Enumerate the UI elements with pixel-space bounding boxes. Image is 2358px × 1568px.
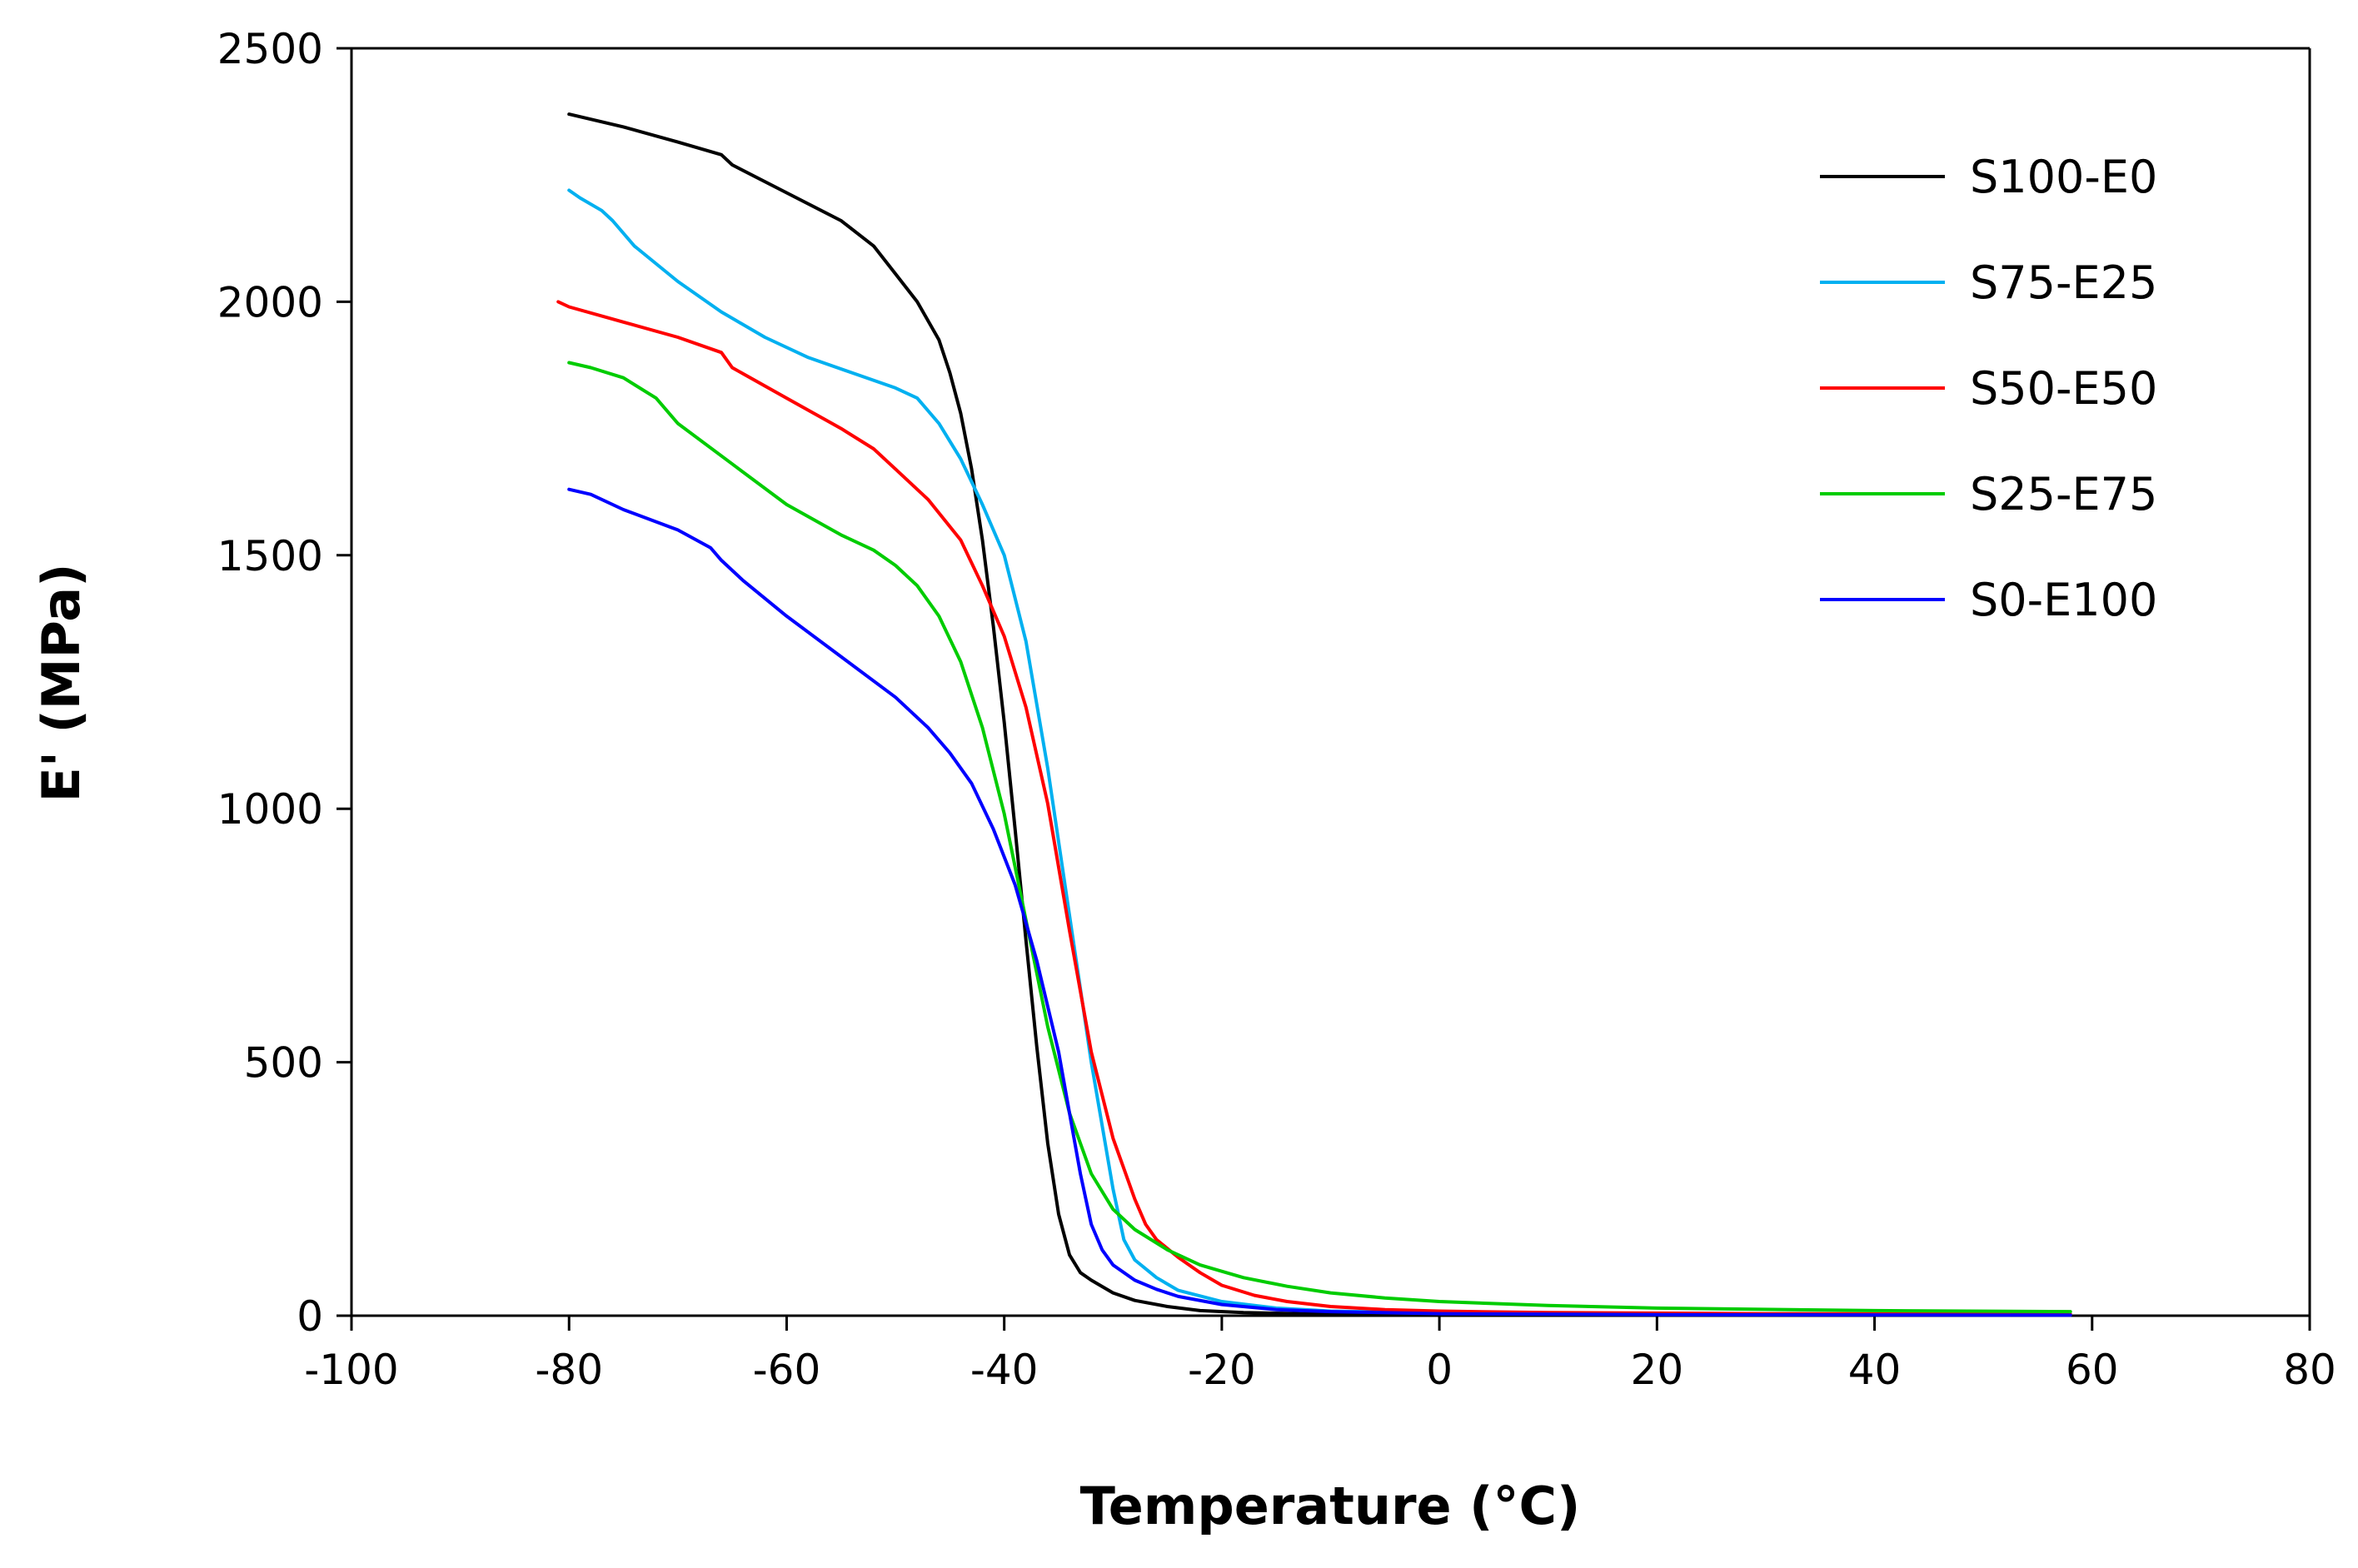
axes xyxy=(350,47,2311,1317)
x-tick-label: -20 xyxy=(1188,1346,1256,1394)
legend-label-s25-e75: S25-E75 xyxy=(1970,468,2157,520)
x-tick-label: 60 xyxy=(2066,1346,2119,1394)
x-tick-label: -80 xyxy=(535,1346,603,1394)
x-tick-label: 20 xyxy=(1631,1346,1684,1394)
series-line-s50-e50 xyxy=(556,300,2072,1317)
y-ticks: 0 500 1000 1500 2000 2500 xyxy=(217,25,351,1341)
y-tick-label: 1500 xyxy=(217,532,323,580)
series-line-s100-e0 xyxy=(567,112,2072,1317)
y-tick-label: 2500 xyxy=(217,25,323,73)
legend-label-s75-e25: S75-E25 xyxy=(1970,256,2157,309)
x-tick-label: 0 xyxy=(1426,1346,1453,1394)
x-ticks: -100 -80 -60 -40 -20 0 20 40 60 80 xyxy=(304,1316,2336,1394)
x-tick-label: 40 xyxy=(1848,1346,1902,1394)
series-line-s25-e75 xyxy=(567,361,2072,1314)
series-lines xyxy=(556,112,2072,1317)
x-tick-label: -60 xyxy=(753,1346,821,1394)
series-line-s0-e100 xyxy=(567,487,2072,1317)
y-tick-label: 2000 xyxy=(217,278,323,326)
y-tick-label: 0 xyxy=(297,1292,323,1341)
legend-label-s100-e0: S100-E0 xyxy=(1970,151,2157,203)
legend: S100-E0 S75-E25 S50-E50 S25-E75 S0-E100 xyxy=(1820,151,2157,626)
legend-label-s0-e100: S0-E100 xyxy=(1970,574,2157,626)
x-tick-label: -100 xyxy=(304,1346,398,1394)
x-axis-title: Temperature (°C) xyxy=(1080,1476,1581,1536)
x-tick-label: -40 xyxy=(970,1346,1039,1394)
x-tick-label: 80 xyxy=(2283,1346,2336,1394)
legend-label-s50-e50: S50-E50 xyxy=(1970,362,2157,415)
y-tick-label: 1000 xyxy=(217,785,323,834)
y-tick-label: 500 xyxy=(244,1039,323,1088)
series-line-s75-e25 xyxy=(567,188,2072,1317)
y-axis-title: E' (MPa) xyxy=(31,564,92,803)
